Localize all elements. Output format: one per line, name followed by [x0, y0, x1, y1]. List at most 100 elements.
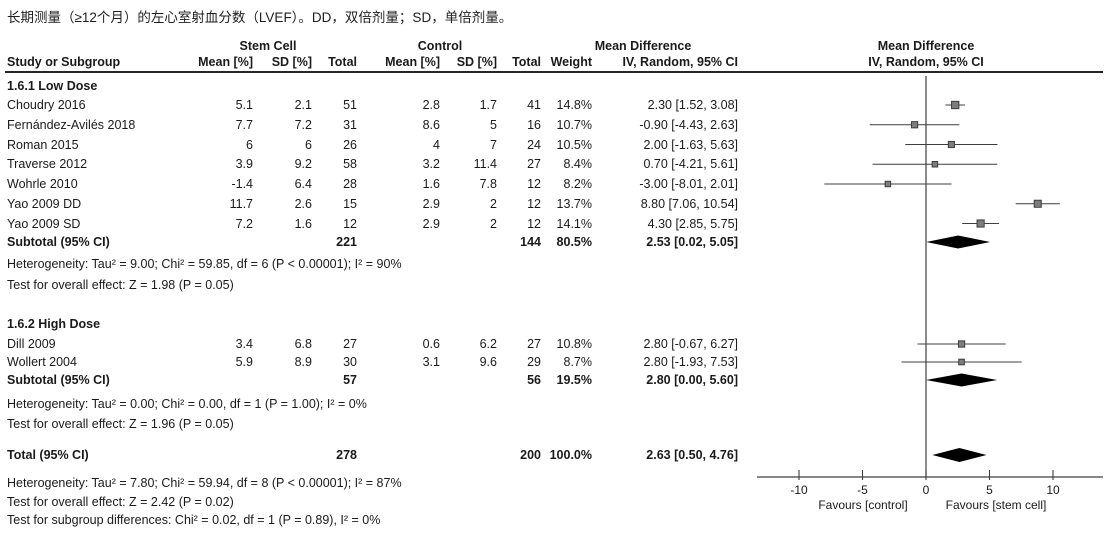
table-row: Fernández-Avilés 2018 7.7 7.2 31 8.6 5 16 10.7%… — [0, 117, 745, 133]
control-sd: 7.8 — [479, 177, 497, 191]
summary-label: Subtotal (95% CI) — [7, 373, 110, 387]
total-diamond — [932, 448, 987, 462]
stemcell-total: 31 — [343, 117, 357, 132]
control-mean: 2.8 — [422, 98, 440, 112]
md-ci: 8.80 [7.06, 10.54] — [640, 196, 738, 211]
subtotal-row: Subtotal (95% CI) 221 144 80.5% 2.53 [0.02, … — [0, 234, 745, 250]
effect-square — [931, 160, 939, 168]
stemcell-sd: 2.1 — [294, 98, 312, 112]
col-group-stem-cell: Stem Cell — [239, 39, 297, 53]
control-total: 27 — [527, 157, 541, 172]
effect-square — [1033, 199, 1042, 208]
study-name: Yao 2009 SD — [7, 216, 81, 231]
weight: 100.0% — [549, 448, 592, 462]
md-ci: 2.80 [-1.93, 7.53] — [643, 355, 738, 369]
subgroup-label: 1.6.2 High Dose — [7, 317, 101, 331]
study-name: Roman 2015 — [7, 137, 79, 152]
control-mean: 2.9 — [422, 196, 440, 211]
md-ci: 2.80 [-0.67, 6.27] — [643, 337, 738, 351]
weight: 10.7% — [556, 117, 592, 132]
summary-label: Subtotal (95% CI) — [7, 235, 110, 249]
col-stemcell-mean: Mean [%] — [198, 55, 253, 69]
control-mean: 2.9 — [422, 216, 440, 231]
study-name: Wollert 2004 — [7, 355, 77, 369]
weight: 14.8% — [556, 98, 592, 112]
stemcell-total: 15 — [343, 196, 357, 211]
subtotal-diamond — [926, 373, 998, 387]
col-weight: Weight — [550, 55, 592, 69]
weight: 14.1% — [556, 216, 592, 231]
stemcell-total: 58 — [343, 157, 357, 172]
axis-tick-label: 10 — [1046, 483, 1060, 497]
stemcell-mean: 5.9 — [235, 355, 253, 369]
table-row: Wollert 2004 5.9 8.9 30 3.1 9.6 29 8.7% 2.80 [-1… — [0, 354, 745, 370]
table-row: Roman 2015 6 6 26 4 7 24 10.5% 2.00 [-1.63, 5.63… — [0, 137, 745, 153]
control-sd: 7 — [490, 137, 497, 152]
md-ci: 4.30 [2.85, 5.75] — [647, 216, 738, 231]
table-row: Yao 2009 SD 7.2 1.6 12 2.9 2 12 14.1% 4.30 [2.85… — [0, 216, 745, 232]
subgroup-label: 1.6.1 Low Dose — [7, 79, 98, 93]
stemcell-mean: 3.4 — [235, 337, 253, 351]
weight: 8.2% — [563, 177, 593, 191]
control-sd: 9.6 — [479, 355, 497, 369]
effect-square — [976, 219, 985, 228]
stemcell-total: 278 — [336, 448, 357, 462]
md-ci: 2.63 [0.50, 4.76] — [646, 448, 738, 462]
md-ci: 2.53 [0.02, 5.05] — [646, 235, 738, 249]
weight: 13.7% — [556, 196, 592, 211]
stemcell-sd: 6.4 — [294, 177, 312, 191]
overall-effect-text: Test for overall effect: Z = 1.98 (P = 0… — [7, 278, 234, 292]
table-row: Yao 2009 DD 11.7 2.6 15 2.9 2 12 13.7% 8.80 [7.0… — [0, 196, 745, 212]
md-ci: -3.00 [-8.01, 2.01] — [639, 177, 738, 191]
stemcell-mean: 6 — [246, 137, 253, 152]
heterogeneity-text: Heterogeneity: Tau² = 0.00; Chi² = 0.00,… — [7, 397, 367, 411]
control-total: 16 — [527, 117, 541, 132]
control-sd: 2 — [490, 196, 497, 211]
control-sd: 11.4 — [473, 157, 497, 172]
stemcell-sd: 2.6 — [294, 196, 312, 211]
control-total: 29 — [527, 355, 541, 369]
md-ci: 2.00 [-1.63, 5.63] — [643, 137, 738, 152]
table-row: Dill 2009 3.4 6.8 27 0.6 6.2 27 10.8% 2.80 [-0.6… — [0, 336, 745, 352]
stemcell-total: 30 — [343, 355, 357, 369]
overall-effect-text: Test for overall effect: Z = 2.42 (P = 0… — [7, 495, 234, 509]
control-total: 200 — [520, 448, 541, 462]
stemcell-mean: -1.4 — [231, 177, 253, 191]
control-sd: 2 — [490, 216, 497, 231]
control-total: 12 — [527, 216, 541, 231]
plot-header-line2: IV, Random, 95% CI — [868, 55, 984, 69]
col-control-sd: SD [%] — [456, 55, 497, 69]
stemcell-total: 57 — [343, 373, 357, 387]
weight: 80.5% — [556, 235, 592, 249]
favours-left-label: Favours [control] — [818, 498, 907, 512]
stemcell-total: 27 — [343, 337, 357, 351]
axis-tick-label: 5 — [986, 483, 993, 497]
overall-effect-text: Test for overall effect: Z = 1.96 (P = 0… — [7, 417, 234, 431]
control-total: 56 — [527, 373, 541, 387]
table-row: Wohrle 2010 -1.4 6.4 28 1.6 7.8 12 8.2% -3.00 [-… — [0, 176, 745, 192]
table-row: Choudry 2016 5.1 2.1 51 2.8 1.7 41 14.8% 2.30 [1… — [0, 97, 745, 113]
stemcell-total: 221 — [336, 235, 357, 249]
stemcell-sd: 6.8 — [294, 337, 312, 351]
study-name: Traverse 2012 — [7, 157, 88, 172]
control-total: 12 — [527, 177, 541, 191]
control-total: 24 — [527, 137, 541, 152]
total-row: Total (95% CI) 278 200 100.0% 2.63 [0.50, 4.… — [0, 447, 745, 463]
weight: 10.5% — [556, 137, 592, 152]
stemcell-total: 28 — [343, 177, 357, 191]
weight: 8.7% — [563, 355, 593, 369]
col-group-control: Control — [417, 39, 463, 53]
subtotal-row: Subtotal (95% CI) 57 56 19.5% 2.80 [0.00, 5.… — [0, 372, 745, 388]
summary-label: Total (95% CI) — [7, 448, 89, 462]
col-stemcell-total: Total — [328, 55, 357, 69]
control-sd: 1.7 — [479, 98, 497, 112]
control-mean: 3.1 — [422, 355, 440, 369]
effect-square — [947, 140, 955, 149]
stemcell-mean: 3.9 — [235, 157, 253, 172]
control-mean: 3.2 — [422, 157, 440, 172]
control-total: 12 — [527, 196, 541, 211]
axis-tick-label: 0 — [923, 483, 930, 497]
md-ci: 2.80 [0.00, 5.60] — [646, 373, 738, 387]
